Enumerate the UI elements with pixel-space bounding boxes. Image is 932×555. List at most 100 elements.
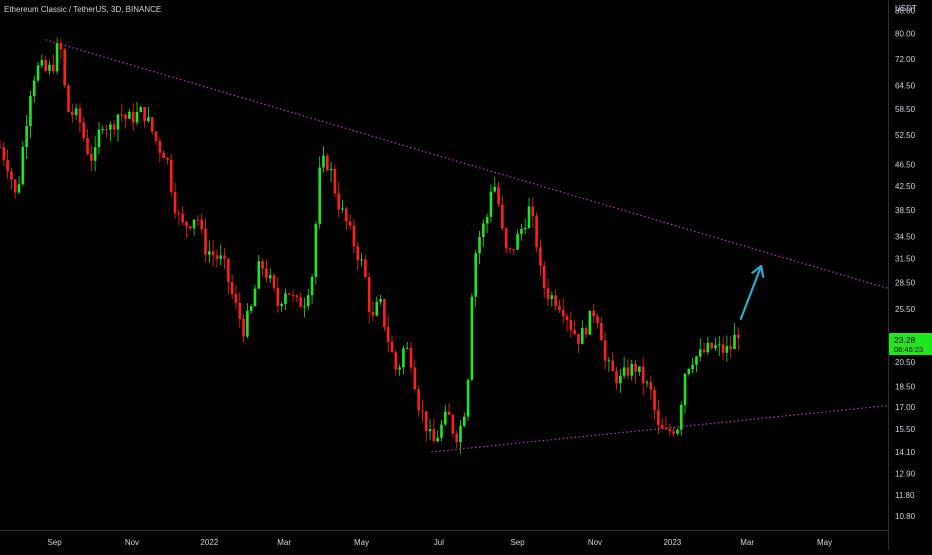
candle-up [341, 208, 344, 210]
candle-up [482, 223, 485, 238]
candle-up [398, 367, 401, 370]
candle-up [706, 342, 710, 353]
candle-down [287, 293, 291, 295]
time-tick-label: May [817, 538, 832, 547]
candle-up [638, 366, 641, 373]
arrow-head [751, 264, 765, 278]
time-tick-label: Mar [740, 538, 754, 547]
candle-down [337, 193, 341, 210]
candle-up [520, 229, 523, 234]
candle-down [188, 226, 192, 229]
candle-down [158, 140, 162, 153]
candle-down [120, 114, 124, 116]
price-tick-label: 34.50 [895, 232, 916, 241]
candle-down [710, 342, 713, 349]
price-tick-label: 88.00 [895, 7, 916, 16]
candle-down [67, 85, 70, 113]
candle-down [649, 382, 653, 390]
price-tick-label: 20.50 [895, 358, 916, 367]
price-tick-label: 42.50 [895, 182, 916, 191]
candle-up [29, 96, 32, 127]
candle-up [93, 147, 97, 161]
candle-up [698, 349, 702, 357]
candle-down [413, 367, 417, 390]
candle-up [440, 424, 443, 438]
candle-down [196, 219, 200, 221]
candle-up [379, 299, 382, 302]
time-axis[interactable]: Sep Nov 2022 Mar May Jul Sep Nov 2023 Mar May [47, 538, 832, 547]
candle-up [303, 306, 306, 308]
candle-down [200, 219, 204, 229]
candle-down [569, 320, 573, 331]
time-tick-label: 2022 [200, 538, 218, 547]
candle-up [523, 227, 527, 230]
candle-up [48, 64, 51, 71]
candle-down [531, 206, 535, 216]
candle-down [82, 122, 86, 138]
candle-down [86, 137, 89, 154]
candle-down [653, 389, 656, 411]
candle-down [227, 258, 230, 283]
candle-down [169, 159, 173, 192]
candle-up [253, 288, 257, 307]
candle-down [657, 410, 660, 425]
candle-up [17, 184, 21, 193]
candle-down [455, 433, 458, 443]
candle-up [725, 346, 729, 353]
candle-down [596, 316, 599, 324]
candle-up [101, 129, 105, 131]
candle-up [619, 375, 622, 384]
lower-trendline[interactable] [431, 404, 889, 453]
price-axis[interactable]: USDT 88.00 80.00 72.00 64.50 58.50 52.50 46.50… [895, 4, 917, 521]
candle-up [489, 191, 493, 217]
price-tick-label: 12.90 [895, 469, 916, 478]
candle-down [143, 107, 146, 122]
candle-down [177, 213, 181, 215]
price-tick-label: 31.50 [895, 254, 916, 263]
candle-down [558, 306, 561, 311]
candle-up [147, 117, 150, 122]
candle-down [721, 344, 725, 353]
candle-down [238, 302, 242, 319]
candle-down [561, 310, 565, 317]
candle-up [135, 111, 139, 123]
candle-up [329, 168, 333, 171]
price-tick-label: 52.50 [895, 131, 916, 140]
candle-down [230, 282, 234, 295]
time-tick-label: Mar [277, 538, 291, 547]
candle-down [668, 429, 672, 432]
candle-up [128, 111, 131, 119]
candle-up [25, 126, 28, 148]
candle-up [405, 347, 409, 349]
candle-up [683, 373, 687, 405]
candle-down [299, 297, 302, 307]
candle-down [78, 108, 82, 123]
candle-up [462, 416, 466, 427]
candle-down [333, 168, 337, 194]
arrow-shaft[interactable] [739, 264, 763, 320]
candle-down [90, 153, 93, 161]
candle-down [565, 316, 569, 321]
candle-down [364, 259, 367, 278]
candle-down [367, 277, 371, 313]
candle-up [310, 276, 314, 296]
candle-down [615, 371, 618, 384]
candle-down [539, 247, 542, 266]
candle-up [470, 296, 474, 380]
candle-down [242, 318, 245, 337]
candle-down [51, 64, 55, 72]
candle-up [695, 356, 698, 365]
candle-up [21, 147, 25, 185]
candle-up [268, 275, 272, 279]
candle-up [687, 368, 691, 374]
price-tick-label: 18.50 [895, 383, 916, 392]
candle-down [535, 215, 538, 248]
candle-up [249, 306, 253, 311]
candle-up [516, 233, 519, 250]
candle-down [71, 112, 74, 116]
candle-down [352, 225, 356, 247]
candle-up [246, 310, 249, 337]
